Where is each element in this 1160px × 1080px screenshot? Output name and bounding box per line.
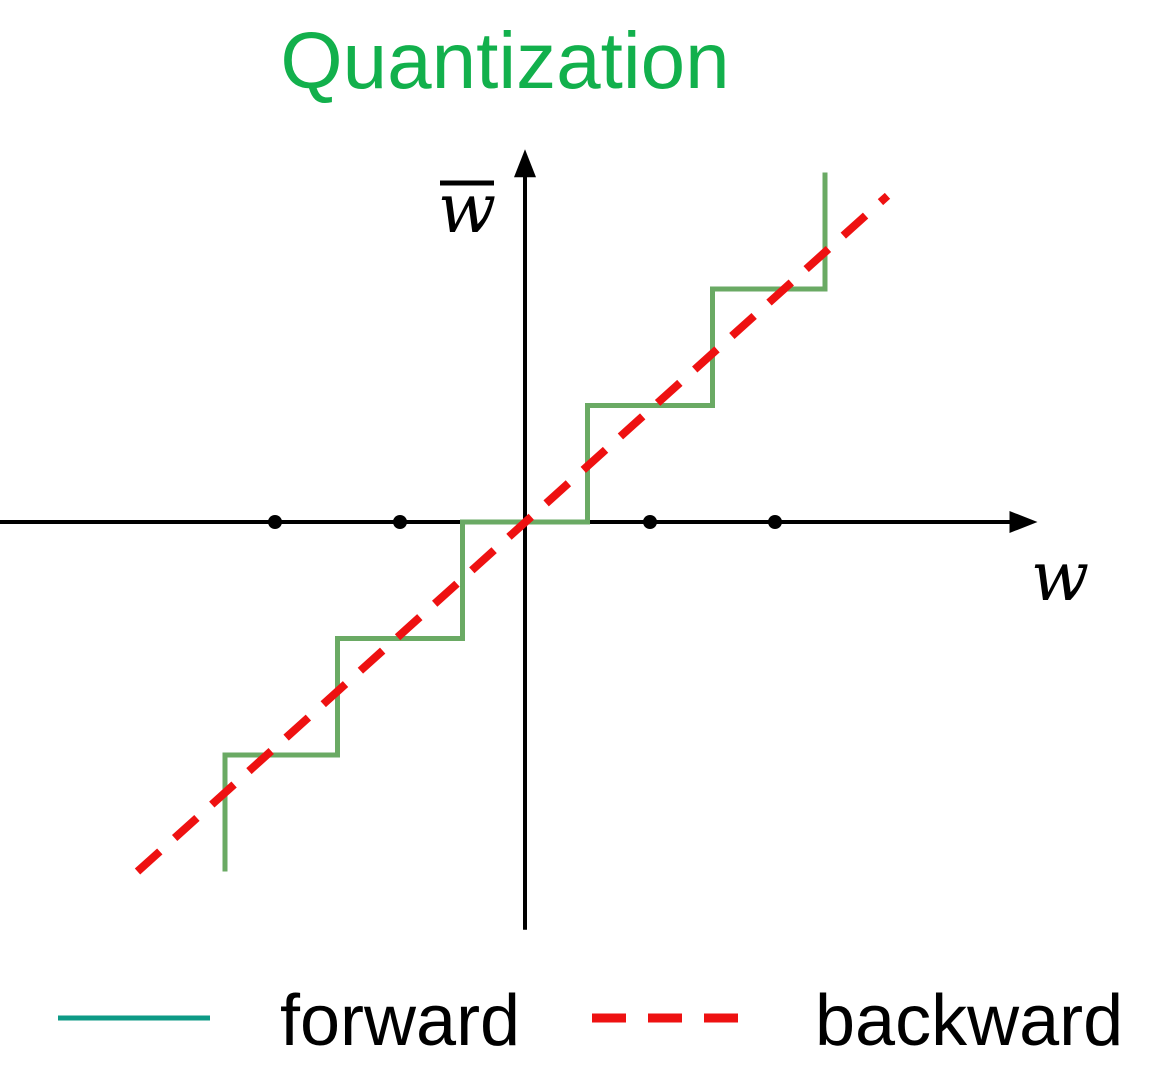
x-axis-label: w (1031, 538, 1089, 617)
x-axis-mark-2 (393, 515, 407, 529)
y-axis-arrowhead (514, 149, 536, 177)
legend: forward backward (58, 981, 1123, 1061)
figure-title: Quantization (280, 16, 729, 105)
y-axis-label-group: w (438, 170, 496, 249)
legend-forward-label: forward (280, 981, 520, 1061)
x-axis-mark-1 (268, 515, 282, 529)
axes (0, 149, 1038, 930)
x-axis-mark-4 (768, 515, 782, 529)
legend-backward-label: backward (815, 981, 1123, 1061)
x-axis-mark-3 (643, 515, 657, 529)
x-axis-arrowhead (1010, 511, 1038, 533)
backward-series-line (138, 196, 888, 872)
y-axis-label: w (438, 170, 496, 249)
